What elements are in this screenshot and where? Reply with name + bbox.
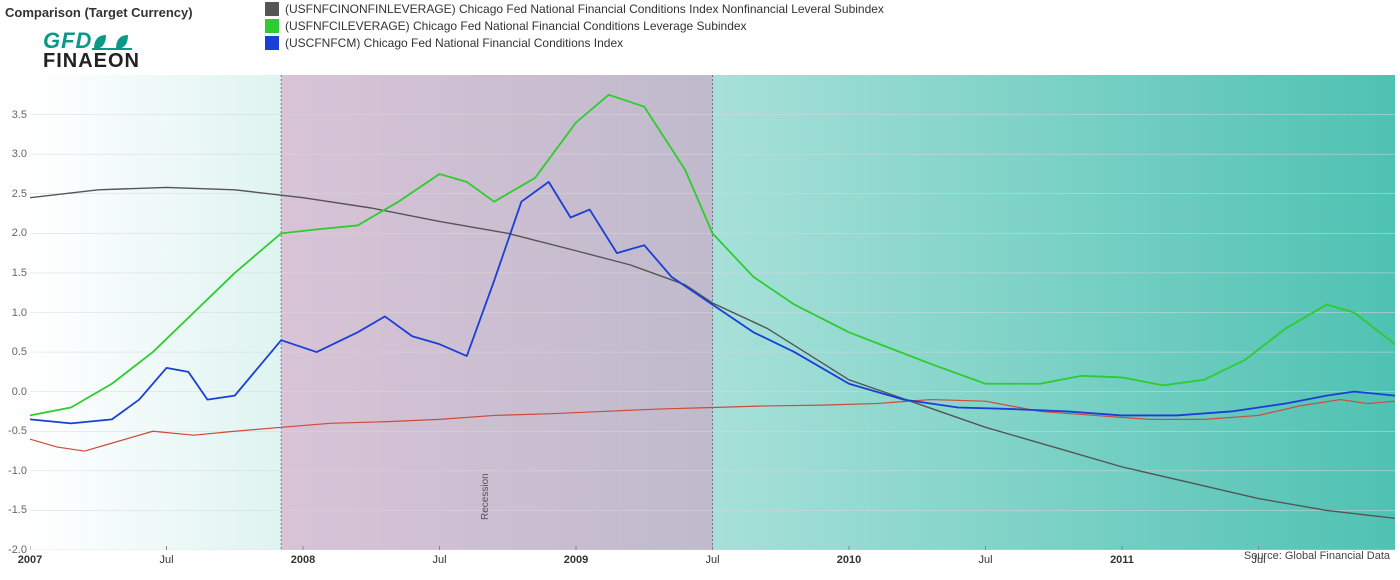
legend-swatch	[265, 19, 279, 33]
chart-title: Comparison (Target Currency)	[5, 5, 193, 20]
y-tick-label: 3.0	[2, 148, 27, 160]
x-tick-label: 2007	[10, 554, 50, 566]
x-tick-label: 2010	[829, 554, 869, 566]
legend-swatch	[265, 2, 279, 16]
legend-label: (USFNFCILEVERAGE) Chicago Fed National F…	[285, 19, 747, 33]
y-tick-label: 1.0	[2, 307, 27, 319]
y-tick-label: -0.5	[2, 425, 27, 437]
y-tick-label: -1.5	[2, 504, 27, 516]
legend-item-green: (USFNFCILEVERAGE) Chicago Fed National F…	[265, 19, 884, 33]
y-tick-label: 1.5	[2, 267, 27, 279]
legend-item-blue: (USCFNFCM) Chicago Fed National Financia…	[265, 36, 884, 50]
y-tick-label: 3.5	[2, 109, 27, 121]
legend: (USFNFCINONFINLEVERAGE) Chicago Fed Nati…	[265, 2, 884, 53]
x-tick-label: Jul	[420, 554, 460, 566]
x-tick-label: 2009	[556, 554, 596, 566]
x-tick-label: 2008	[283, 554, 323, 566]
legend-label: (USFNFCINONFINLEVERAGE) Chicago Fed Nati…	[285, 2, 884, 16]
y-tick-label: -1.0	[2, 465, 27, 477]
plot-area: Recession	[30, 75, 1395, 550]
logo: GFD FINAEON	[43, 28, 140, 73]
y-tick-label: 2.5	[2, 188, 27, 200]
y-tick-label: 0.5	[2, 346, 27, 358]
y-tick-label: 2.0	[2, 227, 27, 239]
legend-swatch	[265, 36, 279, 50]
y-tick-label: 0.0	[2, 386, 27, 398]
chart-container: Comparison (Target Currency) (USFNFCINON…	[0, 0, 1400, 580]
x-tick-label: Jul	[693, 554, 733, 566]
logo-leaf-icon	[92, 31, 136, 51]
svg-text:Recession: Recession	[480, 473, 491, 520]
x-tick-label: Jul	[147, 554, 187, 566]
logo-finaeon-text: FINAEON	[43, 50, 140, 73]
x-tick-label: 2011	[1102, 554, 1142, 566]
x-tick-label: Jul	[966, 554, 1006, 566]
source-text: Source: Global Financial Data	[1244, 550, 1390, 562]
legend-label: (USCFNFCM) Chicago Fed National Financia…	[285, 36, 623, 50]
legend-item-grey: (USFNFCINONFINLEVERAGE) Chicago Fed Nati…	[265, 2, 884, 16]
